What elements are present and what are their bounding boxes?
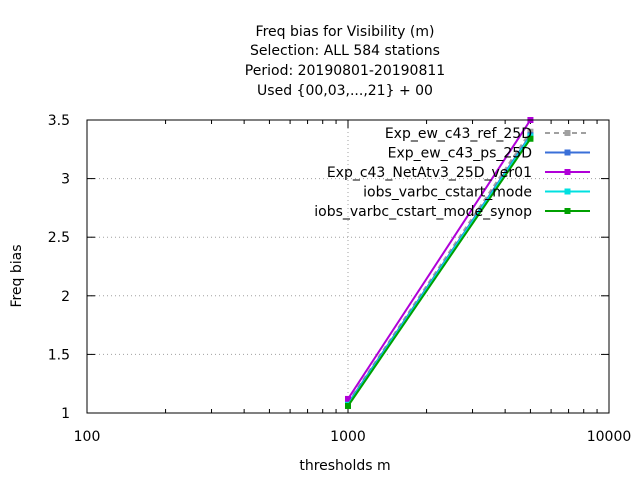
x-axis-label: thresholds m (299, 458, 390, 474)
x-tick-label: 10000 (587, 429, 632, 445)
title-line-3: Period: 20190801-20190811 (245, 63, 445, 79)
y-tick-label: 3 (61, 172, 70, 188)
legend-swatch-marker (564, 169, 571, 175)
data-point-3 (345, 395, 351, 402)
legend: Exp_ew_c43_ref_25D Exp_ew_c43_ps_25D Exp_c… (314, 126, 590, 220)
y-tick-label: 1.5 (48, 347, 70, 363)
axis-ticks (86, 119, 610, 414)
title-line-4: Used {00,03,...,21} + 00 (257, 83, 433, 99)
y-tick-label: 2 (61, 289, 70, 305)
chart-title: Freq bias for Visibility (m) Selection: … (245, 24, 445, 99)
legend-swatch-marker (564, 149, 571, 156)
y-tick-label: 1 (61, 406, 70, 422)
title-line-1: Freq bias for Visibility (m) (256, 24, 435, 40)
data-point-5 (345, 402, 351, 409)
legend-swatch-marker (564, 188, 571, 195)
x-tick-label: 100 (74, 429, 101, 445)
y-axis-label: Freq bias (9, 244, 25, 307)
x-tick-label: 1000 (330, 429, 366, 445)
legend-label: Exp_ew_c43_ref_25D (385, 126, 532, 142)
title-line-2: Selection: ALL 584 stations (250, 43, 440, 59)
plot-border (86, 119, 610, 414)
grid (87, 120, 609, 413)
tick-labels: 1 1.5 2 2.5 3 3.5 100 1000 10000 (48, 113, 632, 445)
data-point-1 (527, 128, 534, 135)
legend-label: iobs_varbc_cstart_mode_synop (314, 204, 532, 220)
legend-swatch-marker (564, 130, 571, 136)
legend-label: Exp_ew_c43_ps_25D (388, 146, 532, 162)
legend-label: iobs_varbc_cstart_mode (363, 185, 532, 201)
series-lines (345, 117, 534, 409)
y-tick-label: 2.5 (48, 230, 70, 246)
legend-swatch-marker (564, 208, 571, 214)
data-point-5 (527, 135, 534, 142)
series-line-5 (347, 138, 532, 407)
series-line-3 (347, 119, 532, 400)
y-tick-label: 3.5 (48, 113, 70, 129)
legend-label: Exp_c43_NetAtv3_25D_ver01 (327, 165, 532, 181)
